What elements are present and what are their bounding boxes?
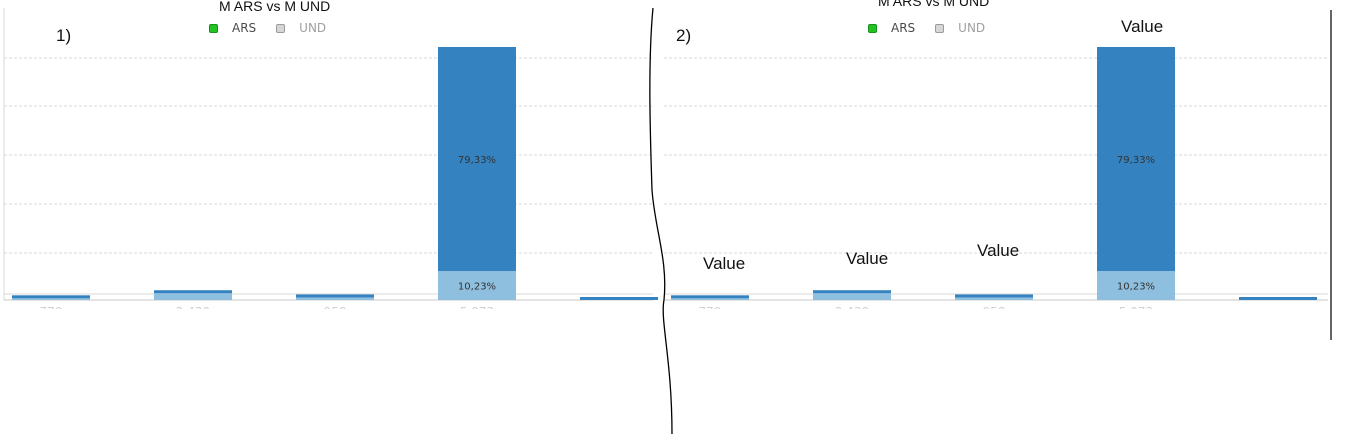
- annotation-value: Value: [1121, 17, 1164, 36]
- bar-segment-upper: [12, 295, 90, 299]
- annotation-value: Value: [846, 249, 889, 268]
- legend-label-und: UND: [958, 21, 986, 35]
- bar-segment-lower: [671, 298, 749, 300]
- legend-1: ARS UND: [209, 21, 326, 35]
- data-label: 79,33%: [1117, 155, 1155, 166]
- legend-swatch-und: [276, 23, 286, 33]
- data-label: 10,23%: [1117, 282, 1155, 293]
- axis-mask: [2, 309, 653, 323]
- annotation-value: Value: [977, 241, 1020, 260]
- annotation-value: Value: [703, 254, 746, 273]
- legend-label-ars: ARS: [232, 21, 257, 35]
- bar-segment-upper: [671, 295, 749, 299]
- bar-segment-lower: [813, 293, 891, 300]
- legend-label-ars: ARS: [891, 21, 916, 35]
- data-label: 79,33%: [458, 155, 496, 166]
- chart-title-2: M ARS vs M UND: [878, 0, 990, 9]
- bar-segment-upper: [1097, 47, 1175, 272]
- bar-segment-upper: [154, 290, 232, 294]
- chart-panel-2: 7792,4309585,07310,23%79,33%: [662, 47, 1328, 323]
- bar-segment-upper: [813, 290, 891, 294]
- bar-segment-upper: [1239, 297, 1317, 300]
- bar-segment-upper: [580, 297, 658, 300]
- panel-label-2: 2): [676, 26, 692, 45]
- legend-swatch-ars: [209, 23, 218, 33]
- data-label: 10,23%: [458, 282, 496, 293]
- legend-swatch-ars: [868, 23, 877, 33]
- legend-swatch-und: [935, 23, 945, 33]
- chart-title-1: M ARS vs M UND: [219, 0, 331, 14]
- divider-squiggle: [649, 7, 673, 434]
- bar-segment-lower: [154, 293, 232, 300]
- bar-segment-upper: [955, 294, 1033, 298]
- bar-segment-lower: [438, 271, 516, 300]
- bar-segment-upper: [438, 47, 516, 272]
- chart-panel-1: 7792,4309585,07310,23%79,33%: [2, 8, 658, 323]
- axis-mask: [662, 309, 1328, 323]
- panel-label-1: 1): [56, 26, 72, 45]
- legend-2: ARS UND: [868, 21, 985, 35]
- bar-segment-lower: [296, 297, 374, 300]
- legend-label-und: UND: [299, 21, 327, 35]
- bar-segment-lower: [12, 298, 90, 300]
- bar-segment-lower: [955, 297, 1033, 300]
- bar-segment-lower: [1097, 271, 1175, 300]
- bar-segment-upper: [296, 294, 374, 298]
